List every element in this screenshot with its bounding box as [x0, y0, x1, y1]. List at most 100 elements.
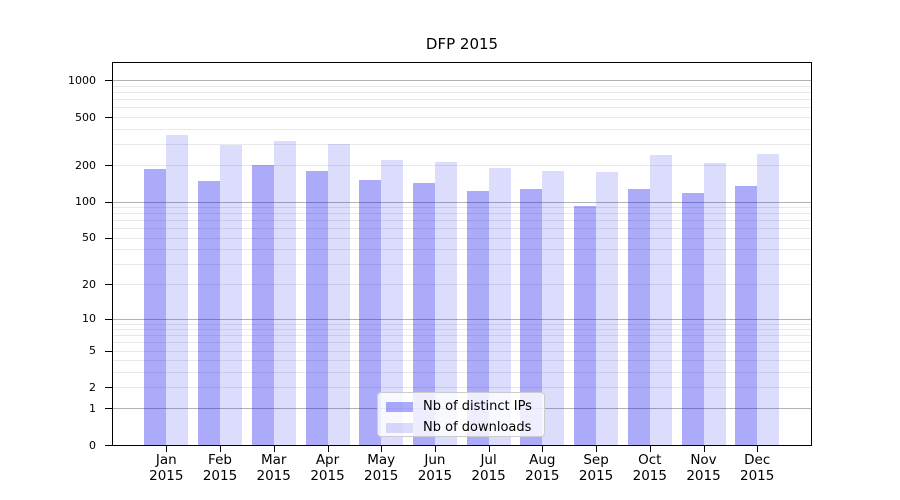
- x-tick-year: 2015: [686, 467, 721, 484]
- x-axis-tick-label: Oct 2015: [620, 452, 680, 484]
- y-axis-tick: [105, 350, 112, 352]
- x-tick-year: 2015: [256, 467, 291, 484]
- gridline-major: [113, 318, 811, 320]
- bar-downloads-may: [381, 159, 404, 445]
- bar-downloads-jan: [166, 134, 189, 445]
- x-axis-tick: [596, 445, 598, 452]
- gridline-minor: [113, 117, 811, 118]
- x-tick-month: Jun: [424, 452, 446, 468]
- y-axis-tick-label: 50: [82, 231, 96, 244]
- y-axis-tick-label: 0: [89, 438, 96, 452]
- x-axis-tick-label: Apr 2015: [298, 452, 358, 484]
- legend: Nb of distinct IPs Nb of downloads: [377, 392, 545, 437]
- x-tick-year: 2015: [525, 467, 560, 484]
- gridline-minor: [113, 329, 811, 331]
- chart-title: DFP 2015: [425, 35, 499, 53]
- legend-item-distinct-ips: Nb of distinct IPs: [386, 396, 544, 417]
- y-axis-tick-label: 100: [75, 195, 96, 208]
- bar-distinct-ips-may: [359, 180, 382, 445]
- y-axis-tick: [105, 445, 112, 446]
- x-tick-month: Sep: [583, 452, 609, 468]
- bar-distinct-ips-mar: [251, 165, 274, 445]
- x-tick-month: Oct: [638, 452, 662, 468]
- gridline-minor: [113, 220, 811, 222]
- bar-downloads-feb: [220, 144, 242, 445]
- gridline-minor: [113, 263, 811, 265]
- x-tick-year: 2015: [632, 467, 667, 484]
- x-tick-year: 2015: [740, 467, 775, 484]
- gridline-minor: [113, 86, 811, 87]
- y-axis-tick: [105, 387, 112, 388]
- x-axis-tick-label: Sep 2015: [566, 452, 626, 484]
- gridline-minor: [113, 335, 811, 337]
- y-axis-tick: [105, 318, 112, 320]
- y-axis-tick: [105, 201, 112, 203]
- bar-distinct-ips-jan: [144, 168, 167, 445]
- x-axis-tick-label: Dec 2015: [727, 452, 787, 484]
- gridline-major: [113, 80, 811, 82]
- gridline-major: [113, 201, 811, 203]
- gridline-minor: [113, 237, 811, 239]
- x-axis-tick: [327, 445, 329, 452]
- bar-downloads-oct: [649, 154, 672, 445]
- gridline-minor: [113, 143, 811, 145]
- bar-distinct-ips-nov: [681, 193, 704, 445]
- bar-downloads-sep: [596, 171, 619, 445]
- y-axis-tick: [105, 80, 112, 82]
- y-axis-tick-label: 200: [75, 158, 96, 172]
- legend-swatch-downloads: [386, 422, 413, 433]
- x-tick-month: Mar: [260, 452, 287, 468]
- legend-item-downloads: Nb of downloads: [386, 417, 544, 438]
- x-axis-tick-label: Feb 2015: [190, 452, 250, 484]
- bar-distinct-ips-jun: [412, 183, 435, 445]
- x-axis-tick-label: Jan 2015: [136, 452, 196, 484]
- gridline-minor: [113, 249, 811, 250]
- x-axis-tick: [220, 445, 221, 452]
- y-axis-tick-label: 1000: [68, 73, 96, 87]
- y-axis-tick-label: 2: [89, 380, 96, 394]
- x-tick-month: Jan: [155, 452, 177, 468]
- gridline-minor: [113, 213, 811, 215]
- gridline-minor: [113, 165, 811, 167]
- bar-downloads-mar: [273, 140, 296, 445]
- y-axis-tick: [105, 284, 112, 286]
- gridline-minor: [113, 284, 811, 286]
- legend-label-downloads: Nb of downloads: [423, 420, 532, 435]
- y-axis-tick-label: 5: [89, 344, 96, 357]
- x-axis-tick-label: Mar 2015: [244, 452, 304, 484]
- x-tick-year: 2015: [310, 467, 345, 484]
- x-axis-tick: [757, 445, 759, 452]
- x-axis-tick: [381, 445, 383, 452]
- bar-downloads-dec: [757, 153, 780, 445]
- x-tick-year: 2015: [578, 467, 614, 484]
- x-axis-tick-label: May 2015: [351, 452, 411, 484]
- legend-swatch-distinct-ips: [386, 401, 413, 412]
- bar-downloads-nov: [703, 163, 726, 445]
- x-tick-year: 2015: [149, 467, 184, 484]
- y-axis-tick: [105, 117, 112, 118]
- x-tick-year: 2015: [364, 467, 399, 484]
- x-tick-month: Dec: [744, 452, 771, 468]
- bar-downloads-jun: [434, 161, 457, 445]
- gridline-minor: [113, 99, 811, 101]
- gridline-minor: [113, 92, 811, 94]
- y-axis-tick-label: 10: [82, 312, 96, 325]
- x-tick-month: Nov: [690, 452, 717, 468]
- y-axis-tick: [105, 237, 112, 239]
- x-axis-tick-label: Nov 2015: [674, 452, 734, 484]
- gridline-minor: [113, 371, 811, 373]
- bar-distinct-ips-aug: [520, 189, 543, 445]
- bar-distinct-ips-oct: [627, 189, 650, 445]
- bar-distinct-ips-jul: [466, 190, 489, 445]
- x-tick-month: Feb: [208, 452, 232, 468]
- x-axis-tick-label: Aug 2015: [512, 452, 572, 484]
- gridline-minor: [113, 207, 811, 208]
- x-axis-tick: [273, 445, 275, 452]
- x-axis-tick-label: Jul 2015: [459, 452, 519, 484]
- gridline-minor: [113, 360, 811, 362]
- y-axis-tick: [105, 408, 112, 410]
- x-axis-tick: [166, 445, 168, 452]
- gridline-minor: [113, 387, 811, 388]
- x-tick-year: 2015: [471, 467, 506, 484]
